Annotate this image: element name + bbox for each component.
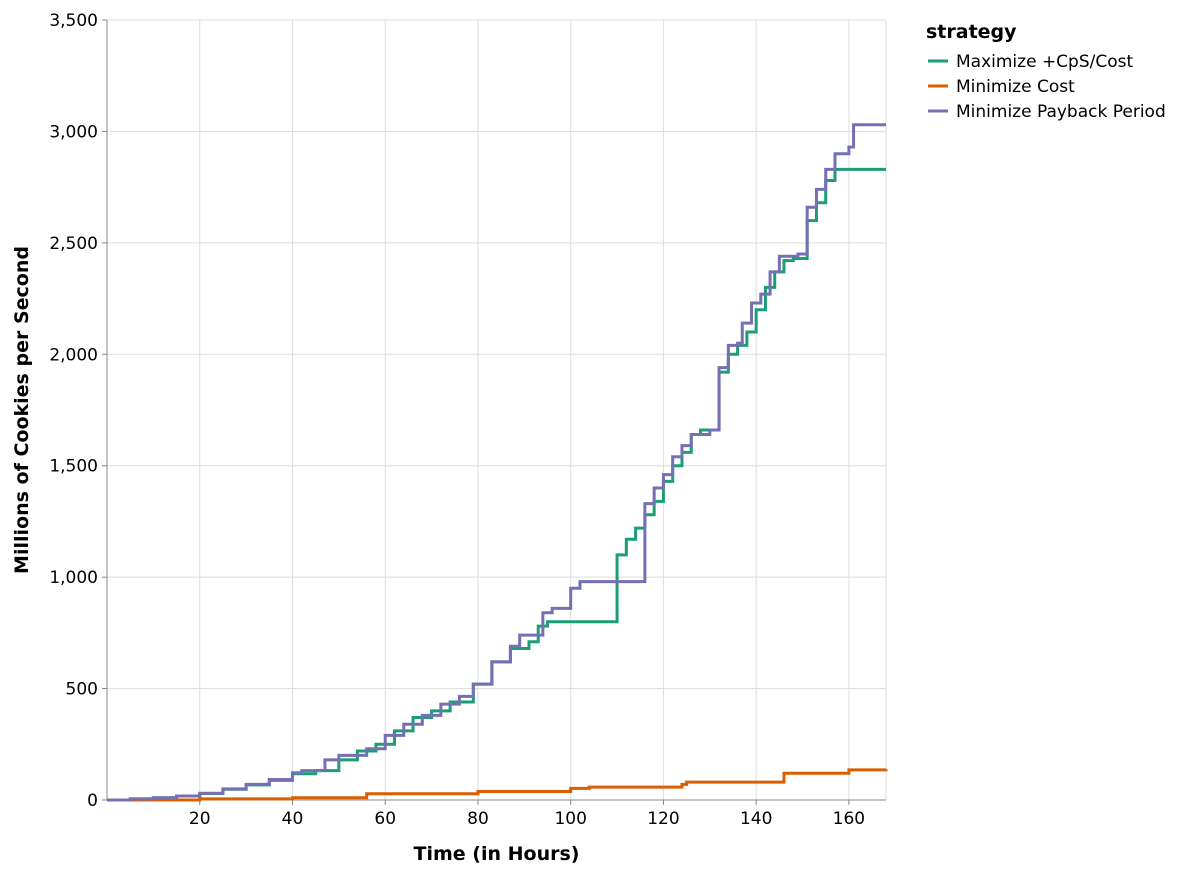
x-tick-label: 40 xyxy=(282,809,304,829)
x-tick-label: 120 xyxy=(647,809,679,829)
y-tick-label: 500 xyxy=(66,680,98,700)
x-tick-label: 80 xyxy=(467,809,489,829)
grid xyxy=(107,19,887,801)
series-line xyxy=(107,768,888,802)
x-tick-label: 160 xyxy=(833,809,865,829)
x-tick-label: 20 xyxy=(189,809,211,829)
y-tick-label: 0 xyxy=(87,791,98,811)
legend-label: Minimize Cost xyxy=(956,77,1075,97)
y-tick-label: 1,000 xyxy=(49,568,98,588)
legend-label: Minimize Payback Period xyxy=(956,102,1166,122)
y-tick-label: 1,500 xyxy=(49,457,98,477)
series-lines xyxy=(107,123,888,802)
legend-title: strategy xyxy=(926,21,1017,43)
series-line xyxy=(107,123,886,802)
y-tick-label: 3,500 xyxy=(49,11,98,31)
x-tick-label: 140 xyxy=(740,809,772,829)
y-tick-label: 2,000 xyxy=(49,345,98,365)
x-tick-label: 100 xyxy=(554,809,586,829)
x-tick-label: 60 xyxy=(374,809,396,829)
legend: strategy Maximize +CpS/Cost Minimize Cost… xyxy=(926,21,1166,122)
series-line xyxy=(107,167,886,802)
y-axis-title: Millions of Cookies per Second xyxy=(11,246,33,574)
y-tick-label: 3,000 xyxy=(49,122,98,142)
y-tick-label: 2,500 xyxy=(49,234,98,254)
legend-label: Maximize +CpS/Cost xyxy=(956,52,1133,72)
axes: 20 40 60 80 100 120 140 160 0 500 1,000 1,500 2,000 2… xyxy=(49,11,886,829)
x-axis-title: Time (in Hours) xyxy=(414,843,580,865)
